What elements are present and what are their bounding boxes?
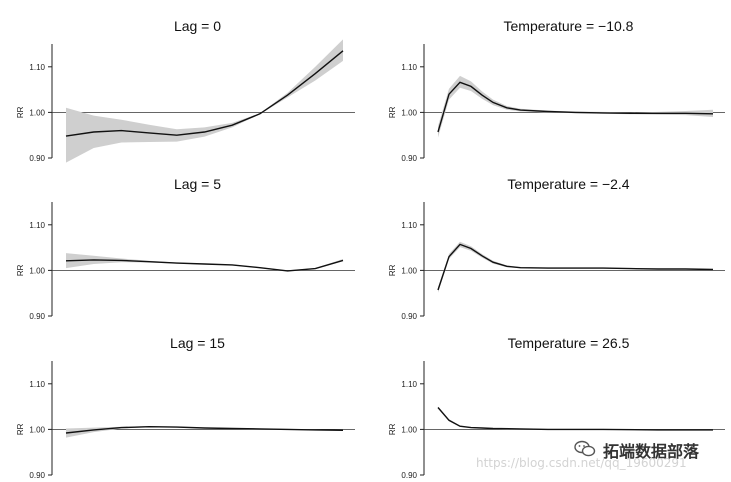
confidence-band [66, 39, 343, 163]
watermark-brand: 拓端数据部落 [603, 442, 700, 461]
y-tick-label: 0.90 [29, 154, 45, 163]
confidence-band [438, 75, 713, 138]
confidence-band [66, 253, 343, 272]
y-tick-label: 1.00 [29, 425, 45, 434]
y-tick-label: 0.90 [29, 471, 45, 480]
confidence-band [438, 406, 713, 431]
panel-title: Lag = 15 [170, 335, 225, 351]
rr-curve [65, 50, 344, 137]
rr-curve [65, 425, 344, 434]
y-tick-label: 1.10 [29, 63, 45, 72]
y-tick-label: 0.90 [401, 154, 417, 163]
panel-title: Lag = 5 [174, 176, 221, 192]
y-tick-label: 0.90 [29, 312, 45, 321]
rr-curve [437, 81, 714, 133]
y-axis-label: RR [16, 423, 25, 435]
panel-2: Temperature = −10.8 0.90 1.00 1.10 RR [388, 18, 725, 163]
confidence-band [438, 241, 713, 293]
panel-title: Temperature = −2.4 [507, 176, 629, 192]
rr-curve [65, 259, 344, 272]
y-tick-label: 1.00 [401, 108, 417, 117]
y-axis-label: RR [16, 264, 25, 276]
panel-6: Temperature = 26.5 0.90 1.00 1.10 RR [388, 335, 725, 480]
y-axis-label: RR [388, 264, 397, 276]
y-axis-label: RR [16, 106, 25, 118]
y-tick-label: 1.10 [29, 221, 45, 230]
y-tick-label: 1.00 [29, 108, 45, 117]
y-tick-label: 1.10 [401, 380, 417, 389]
panel-title: Lag = 0 [174, 18, 221, 34]
y-tick-label: 1.10 [401, 63, 417, 72]
rr-curve [437, 407, 713, 431]
panel-3: Lag = 5 0.90 1.00 1.10 RR [16, 176, 355, 321]
y-tick-label: 0.90 [401, 471, 417, 480]
panel-4: Temperature = −2.4 0.90 1.00 1.10 RR [388, 176, 725, 321]
panel-title: Temperature = 26.5 [508, 335, 630, 351]
panel-5: Lag = 15 0.90 1.00 1.10 RR [16, 335, 355, 480]
y-tick-label: 1.00 [401, 266, 417, 275]
panel-1: Lag = 0 0.90 1.00 1.10 RR [16, 18, 355, 163]
y-tick-label: 1.10 [29, 380, 45, 389]
y-tick-label: 1.00 [401, 425, 417, 434]
y-tick-label: 1.00 [29, 266, 45, 275]
watermark-url: https://blog.csdn.net/qq_19600291 [476, 456, 687, 470]
wechat-logo-icon [574, 440, 596, 457]
rr-curve [437, 243, 714, 291]
y-axis-label: RR [388, 423, 397, 435]
y-tick-label: 0.90 [401, 312, 417, 321]
panel-title: Temperature = −10.8 [504, 18, 634, 34]
y-tick-label: 1.10 [401, 221, 417, 230]
y-axis-label: RR [388, 106, 397, 118]
